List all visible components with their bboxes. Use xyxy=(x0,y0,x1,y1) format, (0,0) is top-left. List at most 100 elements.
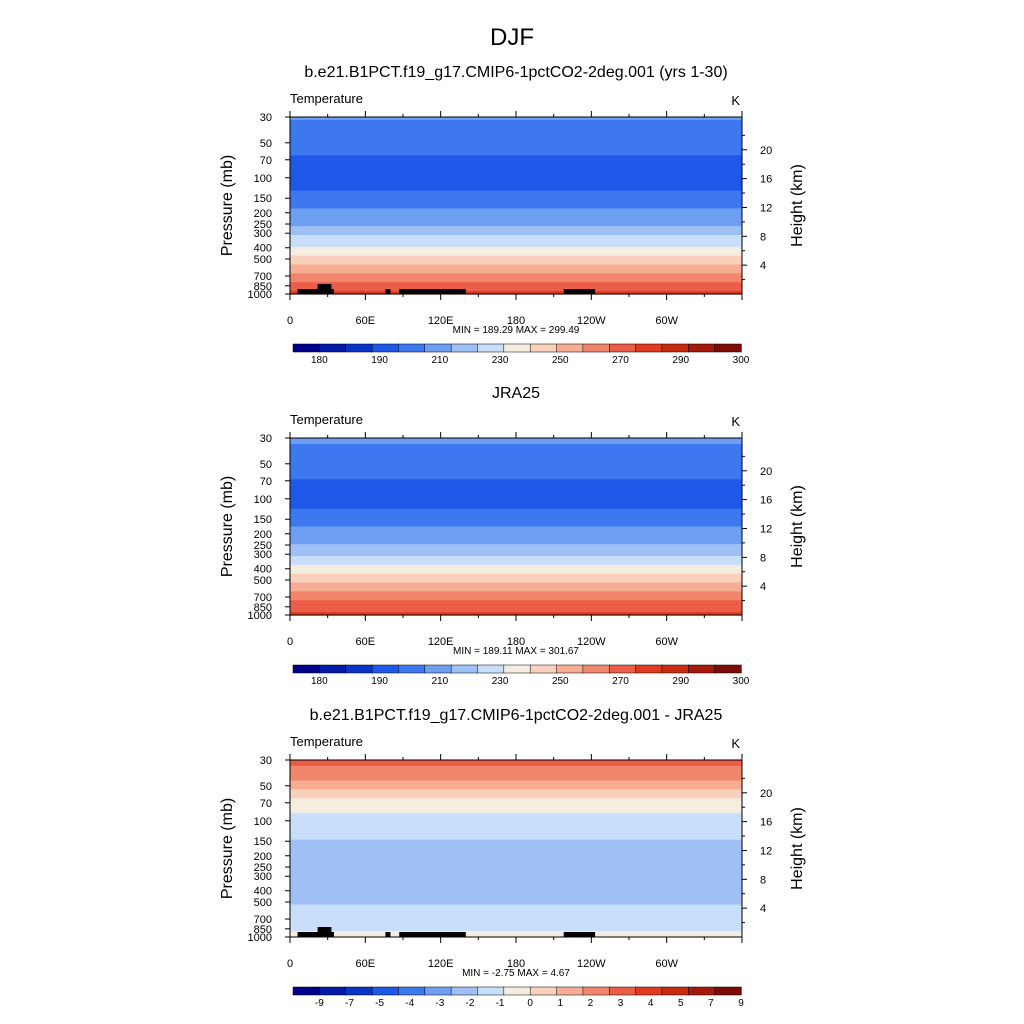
field-contours xyxy=(290,438,742,616)
contour-band xyxy=(290,807,742,811)
contour-band xyxy=(290,288,742,292)
contour-band xyxy=(290,449,742,454)
contour-band xyxy=(290,928,742,932)
y-tick-label: 200 xyxy=(254,529,272,541)
contour-band xyxy=(290,470,742,474)
x-tick-label: 60E xyxy=(356,958,376,970)
y-tick-label: 300 xyxy=(254,228,272,240)
panel-units-label: K xyxy=(731,414,740,429)
contour-band xyxy=(290,270,742,274)
contour-band xyxy=(290,497,742,501)
x-tick-label: 120E xyxy=(428,315,454,327)
mask-block xyxy=(385,289,391,294)
y-tick-label: 150 xyxy=(254,836,272,848)
contour-band xyxy=(290,176,742,180)
contour-band xyxy=(290,161,742,165)
contour-band xyxy=(290,880,742,885)
height-axis-label: Height (km) xyxy=(789,164,806,247)
min-max-stats: MIN = 189.11 MAX = 301.67 xyxy=(453,646,579,657)
colorbar-swatch xyxy=(529,664,558,674)
contour-band xyxy=(290,804,742,808)
contour-band xyxy=(290,143,742,148)
y-tick-label: 300 xyxy=(254,549,272,561)
x-tick-label: 180 xyxy=(507,958,525,970)
contour-band xyxy=(290,226,742,230)
y-tick-label: 500 xyxy=(254,575,272,587)
contour-band xyxy=(290,883,742,888)
colorbar-swatch xyxy=(635,343,663,353)
colorbar-swatch xyxy=(582,343,610,353)
y-tick-label: 1000 xyxy=(248,289,272,301)
contour-band xyxy=(290,125,742,130)
colorbar-swatch xyxy=(661,664,689,674)
contour-band xyxy=(290,155,742,159)
contour-band xyxy=(290,892,742,897)
colorbar-label: 230 xyxy=(492,355,509,366)
mask-block xyxy=(385,932,391,937)
height-tick-label: 16 xyxy=(760,495,772,507)
contour-band xyxy=(290,860,742,864)
contour-band xyxy=(290,117,742,121)
contour-band xyxy=(290,440,742,445)
y-tick-label: 250 xyxy=(254,862,272,874)
contour-band xyxy=(290,232,742,236)
colorbar-label: 270 xyxy=(612,676,629,687)
x-axis: 0 60E 120E 180 120W 60W xyxy=(287,111,743,327)
contour-band xyxy=(290,217,742,221)
y-tick-label: 150 xyxy=(254,514,272,526)
colorbar-swatch xyxy=(319,986,347,996)
y-tick-label: 700 xyxy=(254,271,272,283)
contour-band xyxy=(290,128,742,133)
height-tick-label: 12 xyxy=(760,523,772,535)
contour-band xyxy=(290,910,742,914)
y-tick-label: 30 xyxy=(260,112,272,124)
contour-band xyxy=(290,252,742,257)
y-tick-label: 500 xyxy=(254,897,272,909)
topography-mask xyxy=(297,284,596,294)
x-tick-label: 60E xyxy=(356,636,376,648)
contour-band xyxy=(290,134,742,139)
height-axis-label: Height (km) xyxy=(789,485,806,568)
contour-band xyxy=(290,246,742,251)
contour-band xyxy=(290,541,742,545)
y-tick-label: 100 xyxy=(254,494,272,506)
contour-band xyxy=(290,461,742,466)
colorbar-swatch xyxy=(477,986,505,996)
contour-band xyxy=(290,931,742,935)
y-tick-label: 50 xyxy=(260,781,272,793)
contour-band xyxy=(290,579,742,584)
contour-band xyxy=(290,211,742,215)
contour-band xyxy=(290,600,742,604)
contour-band xyxy=(290,558,742,563)
colorbar-label: 210 xyxy=(431,676,448,687)
contour-band xyxy=(290,170,742,174)
contour-band xyxy=(290,553,742,557)
colorbar-swatch xyxy=(529,986,558,996)
height-tick-label: 20 xyxy=(760,145,772,157)
colorbar-swatch xyxy=(714,664,742,674)
contour-band xyxy=(290,482,742,486)
y-tick-label: 200 xyxy=(254,851,272,863)
colorbar-label: 290 xyxy=(672,355,689,366)
contour-band xyxy=(290,223,742,227)
height-tick-label: 4 xyxy=(760,903,766,915)
contour-band xyxy=(290,916,742,920)
height-axis: 4 8 12 16 20 Height (km) xyxy=(742,777,806,924)
colorbar-swatch xyxy=(556,986,584,996)
contour-band xyxy=(290,585,742,590)
contour-band xyxy=(290,863,742,867)
contour-band xyxy=(290,131,742,136)
colorbar-swatch xyxy=(608,343,637,353)
colorbar-label: 250 xyxy=(552,355,569,366)
contour-band xyxy=(290,813,742,817)
contour-band xyxy=(290,282,742,286)
contour-band xyxy=(290,255,742,260)
height-tick-label: 20 xyxy=(760,788,772,800)
y-axis-label: Pressure (mb) xyxy=(219,155,236,256)
colorbar-label: 180 xyxy=(311,355,328,366)
x-tick-label: 0 xyxy=(287,636,293,648)
colorbar-swatch xyxy=(582,986,610,996)
contour-band xyxy=(290,922,742,926)
